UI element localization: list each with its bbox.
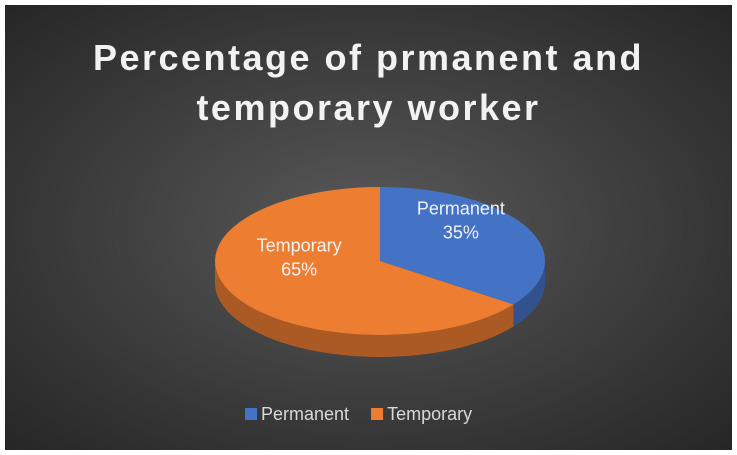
data-label-category: Temporary [257,235,342,255]
legend-swatch [245,408,257,420]
slice [380,187,545,305]
slice-side [215,261,514,357]
chart-area: Percentage of prmanent and temporary wor… [5,5,732,450]
slice-side [513,261,545,327]
slice [215,187,514,335]
legend-swatch [371,408,384,420]
data-label: Temporary 65% [257,235,342,279]
chart: Permanent 35% Temporary 65% Permanent Tempora… [215,187,545,424]
data-label-value: 35% [443,223,479,243]
data-label-value: 65% [281,259,317,279]
data-label: Permanent 35% [417,199,505,243]
legend-label: Temporary [387,404,472,424]
legend-label: Permanent [261,404,349,424]
data-label-category: Permanent [417,199,505,219]
chart-title: Percentage of prmanent and temporary wor… [92,37,645,128]
